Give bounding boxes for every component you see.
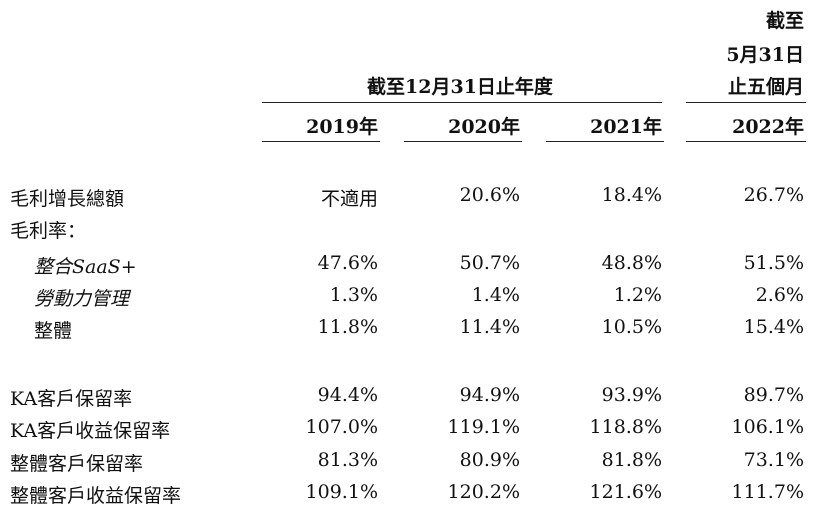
group-header-rule	[262, 102, 662, 103]
table-cell: 10.5%	[601, 316, 662, 338]
year-header-2022: 2022年	[732, 116, 804, 138]
table-cell: 2.6%	[755, 284, 804, 306]
row-label-overall-margin: 整體	[34, 320, 73, 342]
table-cell: 不適用	[320, 188, 378, 210]
table-cell: 48.8%	[601, 252, 662, 274]
row-label-integrated-saas: 整合SaaS+	[34, 256, 137, 278]
year-rule-2022	[686, 141, 806, 142]
table-cell: 89.7%	[743, 384, 804, 406]
table-cell: 1.4%	[471, 284, 520, 306]
table-cell: 51.5%	[743, 252, 804, 274]
table-cell: 118.8%	[589, 416, 662, 438]
last-period-header-rule	[686, 102, 806, 103]
year-header-2021: 2021年	[590, 116, 662, 138]
table-cell: 50.7%	[459, 252, 520, 274]
table-cell: 18.4%	[601, 184, 662, 206]
row-label-gross-profit-growth: 毛利增長總額	[10, 188, 125, 210]
table-cell: 26.7%	[743, 184, 804, 206]
row-label-overall-customer-retention: 整體客戶保留率	[10, 453, 144, 475]
table-cell: 107.0%	[305, 416, 378, 438]
table-cell: 1.3%	[329, 284, 378, 306]
row-label-ka-revenue-retention: KA客戶收益保留率	[10, 420, 171, 442]
year-rule-2019	[262, 141, 380, 142]
table-cell: 73.1%	[743, 449, 804, 471]
table-cell: 15.4%	[743, 316, 804, 338]
last-period-line3: 止五個月	[727, 76, 804, 98]
row-label-ka-customer-retention: KA客戶保留率	[10, 388, 133, 410]
table-cell: 11.4%	[459, 316, 520, 338]
table-cell: 47.6%	[317, 252, 378, 274]
table-cell: 81.3%	[317, 449, 378, 471]
table-cell: 111.7%	[731, 481, 804, 503]
table-cell: 106.1%	[731, 416, 804, 438]
table-cell: 20.6%	[459, 184, 520, 206]
table-cell: 119.1%	[447, 416, 520, 438]
last-period-line2: 5月31日	[726, 44, 804, 66]
table-cell: 121.6%	[589, 481, 662, 503]
table-cell: 93.9%	[601, 384, 662, 406]
row-label-gross-margin: 毛利率：	[10, 220, 87, 242]
table-cell: 1.2%	[613, 284, 662, 306]
year-header-2019: 2019年	[306, 116, 378, 138]
period-group-header: 截至12月31日止年度	[367, 76, 553, 98]
table-cell: 11.8%	[317, 316, 378, 338]
row-label-workforce-management: 勞動力管理	[34, 288, 130, 310]
table-cell: 94.4%	[317, 384, 378, 406]
last-period-line1: 截至	[765, 10, 804, 32]
row-label-overall-revenue-retention: 整體客戶收益保留率	[10, 485, 182, 507]
year-rule-2021	[546, 141, 664, 142]
table-cell: 80.9%	[459, 449, 520, 471]
table-cell: 81.8%	[601, 449, 662, 471]
table-cell: 120.2%	[447, 481, 520, 503]
year-header-2020: 2020年	[448, 116, 520, 138]
table-cell: 109.1%	[305, 481, 378, 503]
year-rule-2020	[404, 141, 522, 142]
table-cell: 94.9%	[459, 384, 520, 406]
